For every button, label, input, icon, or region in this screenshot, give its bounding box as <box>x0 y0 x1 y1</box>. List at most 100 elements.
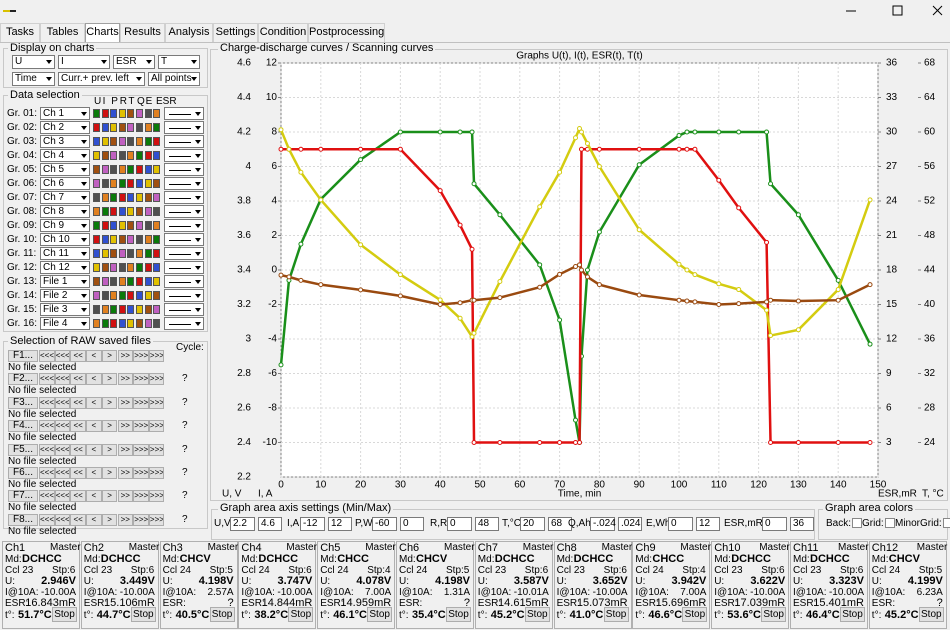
stop-button[interactable]: Stop <box>524 607 550 622</box>
stop-button[interactable]: Stop <box>761 607 787 622</box>
color-swatch[interactable] <box>110 235 118 244</box>
color-swatch[interactable] <box>127 151 135 160</box>
color-swatch[interactable] <box>153 207 161 216</box>
nav-button[interactable]: >>> <box>133 350 149 362</box>
color-swatch[interactable] <box>144 207 152 216</box>
color-swatch[interactable] <box>93 193 100 202</box>
max-input[interactable]: 12 <box>328 517 352 531</box>
color-swatch[interactable] <box>127 319 135 328</box>
color-swatch[interactable] <box>136 109 143 118</box>
source-select[interactable]: Ch 6 <box>40 177 90 190</box>
file-button[interactable]: F5... <box>8 443 38 456</box>
line-style-select[interactable] <box>164 163 204 176</box>
file-button[interactable]: F8... <box>8 513 38 526</box>
nav-button[interactable]: >>>> <box>148 490 165 503</box>
nav-button[interactable]: <<<< <box>39 443 55 456</box>
color-swatch[interactable] <box>144 277 152 286</box>
nav-button[interactable]: >>> <box>133 443 149 456</box>
color-swatch[interactable] <box>110 123 118 132</box>
nav-button[interactable]: >> <box>117 350 133 362</box>
dropdown[interactable]: ESR <box>113 55 155 69</box>
max-input[interactable]: 36 <box>790 517 814 531</box>
color-swatch[interactable] <box>144 305 152 314</box>
color-swatch[interactable] <box>153 235 161 244</box>
color-swatch[interactable] <box>144 263 152 272</box>
nav-button[interactable]: <<<< <box>39 373 55 386</box>
color-swatch[interactable] <box>153 277 161 286</box>
stop-button[interactable]: Stop <box>209 607 235 622</box>
nav-button[interactable]: <<< <box>54 467 71 479</box>
tab[interactable]: Charts <box>85 23 120 42</box>
nav-button[interactable]: <<< <box>54 443 71 456</box>
nav-button[interactable]: >> <box>117 490 133 503</box>
color-swatch[interactable] <box>118 249 126 258</box>
nav-button[interactable]: > <box>101 443 118 456</box>
nav-button[interactable]: >>> <box>133 467 149 479</box>
color-swatch[interactable] <box>110 179 118 188</box>
dropdown[interactable]: I <box>58 55 110 69</box>
color-swatch[interactable] <box>101 179 109 188</box>
nav-button[interactable]: >>> <box>133 373 149 386</box>
tab[interactable]: Tables <box>40 23 85 42</box>
color-swatch[interactable] <box>93 109 100 118</box>
color-swatch[interactable] <box>110 305 118 314</box>
color-swatch[interactable] <box>153 137 161 146</box>
color-swatch[interactable] <box>127 137 135 146</box>
color-swatch[interactable] <box>144 123 152 132</box>
source-select[interactable]: File 3 <box>40 303 90 316</box>
color-swatch[interactable] <box>118 109 126 118</box>
nav-button[interactable]: >>>> <box>148 443 165 456</box>
nav-button[interactable]: <<<< <box>39 490 55 503</box>
nav-button[interactable]: << <box>70 443 86 456</box>
file-button[interactable]: F3... <box>8 396 38 409</box>
source-select[interactable]: Ch 4 <box>40 149 90 162</box>
nav-button[interactable]: <<<< <box>39 467 55 479</box>
color-swatch[interactable] <box>101 165 109 174</box>
nav-button[interactable]: >>>> <box>148 467 165 479</box>
color-swatch[interactable] <box>153 305 161 314</box>
nav-button[interactable]: < <box>86 373 102 386</box>
color-swatch[interactable] <box>153 249 161 258</box>
nav-button[interactable]: >>> <box>133 396 149 409</box>
color-swatch[interactable] <box>136 277 143 286</box>
source-select[interactable]: File 1 <box>40 275 90 288</box>
color-swatch[interactable] <box>153 291 161 300</box>
line-style-select[interactable] <box>164 303 204 316</box>
color-swatch[interactable] <box>110 109 118 118</box>
nav-button[interactable]: << <box>70 490 86 503</box>
line-style-select[interactable] <box>164 205 204 218</box>
color-swatch[interactable] <box>101 305 109 314</box>
source-select[interactable]: Ch 10 <box>40 233 90 246</box>
nav-button[interactable]: <<<< <box>39 420 55 433</box>
color-swatch[interactable] <box>153 179 161 188</box>
color-swatch[interactable] <box>101 123 109 132</box>
stop-button[interactable]: Stop <box>288 607 314 622</box>
nav-button[interactable]: > <box>101 396 118 409</box>
color-swatch[interactable] <box>110 221 118 230</box>
max-input[interactable]: 0 <box>400 517 424 531</box>
file-button[interactable]: F6... <box>8 467 38 479</box>
color-swatch[interactable] <box>118 319 126 328</box>
nav-button[interactable]: > <box>101 467 118 479</box>
color-swatch[interactable] <box>101 193 109 202</box>
color-swatch[interactable] <box>127 263 135 272</box>
nav-button[interactable]: <<< <box>54 490 71 503</box>
color-swatch[interactable] <box>136 193 143 202</box>
color-swatch[interactable] <box>136 165 143 174</box>
stop-button[interactable]: Stop <box>52 607 77 622</box>
color-swatch[interactable] <box>136 221 143 230</box>
dropdown[interactable]: Time <box>12 72 55 86</box>
color-swatch[interactable] <box>101 109 109 118</box>
tab[interactable]: Condition <box>258 23 308 42</box>
tab[interactable]: Settings <box>213 23 258 42</box>
file-button[interactable]: F7... <box>8 490 38 503</box>
nav-button[interactable]: <<< <box>54 373 71 386</box>
color-swatch[interactable] <box>93 235 100 244</box>
source-select[interactable]: Ch 1 <box>40 107 90 120</box>
line-style-select[interactable] <box>164 247 204 260</box>
nav-button[interactable]: >>> <box>133 490 149 503</box>
nav-button[interactable]: << <box>70 513 86 526</box>
nav-button[interactable]: >>>> <box>148 396 165 409</box>
line-style-select[interactable] <box>164 317 204 330</box>
line-style-select[interactable] <box>164 289 204 302</box>
